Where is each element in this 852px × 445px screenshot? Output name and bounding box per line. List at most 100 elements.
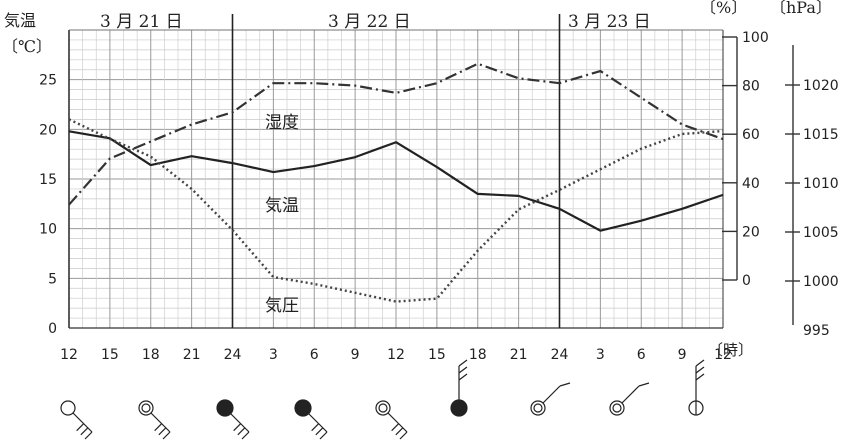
temp-tick-label: 5: [48, 271, 57, 287]
hour-tick-label: 9: [678, 347, 687, 363]
weather-symbol-cloudy: [375, 400, 408, 440]
plot-frame: [68, 14, 724, 329]
weather-symbols: [60, 359, 705, 440]
hour-tick-label: 6: [310, 347, 319, 363]
chart-grid: [68, 29, 724, 329]
date-label-21: 3 月 21 日: [100, 12, 183, 32]
wind-barb: [158, 427, 167, 436]
wind-barb: [241, 431, 250, 440]
wind-barb: [695, 373, 705, 381]
wind-barb: [695, 366, 705, 374]
hour-tick-label: 24: [551, 347, 569, 363]
wind-barb: [458, 366, 468, 374]
weather-inner-circle: [533, 403, 543, 413]
hour-tick-label: 12: [60, 347, 78, 363]
hour-tick-label: 3: [269, 347, 278, 363]
weather-circle: [60, 400, 76, 416]
humidity-tick-label: 0: [742, 273, 751, 289]
wind-barb: [695, 359, 705, 367]
wind-barb: [315, 427, 324, 436]
series-line-temp: [68, 130, 724, 232]
weather-circle: [450, 399, 468, 417]
temp-tick-label: 0: [48, 321, 57, 337]
series-label-pressure: 気圧: [265, 296, 299, 316]
wind-barb: [84, 431, 93, 440]
hour-tick-label: 24: [224, 347, 242, 363]
wind-barb: [458, 359, 468, 367]
wind-barb: [395, 427, 404, 436]
wind-shaft: [621, 385, 640, 404]
series-lines: [68, 62, 724, 303]
date-label-22: 3 月 22 日: [328, 12, 411, 32]
wind-barb: [154, 423, 163, 432]
wind-barb: [311, 423, 320, 432]
wind-barb: [76, 423, 85, 432]
humidity-tick-label: 20: [742, 224, 760, 240]
hour-unit: 〔時〕: [708, 341, 754, 359]
series-line-pressure: [68, 118, 724, 303]
wind-barb: [80, 427, 89, 436]
wind-barb: [559, 382, 571, 387]
hour-tick-label: 21: [183, 347, 201, 363]
wind-barb: [458, 373, 468, 381]
humidity-axis-unit: 〔%〕: [700, 0, 748, 17]
wind-barb: [391, 423, 400, 432]
pressure-tick-label: 1000: [803, 274, 839, 290]
temp-tick-label: 20: [39, 122, 57, 138]
weather-circle: [294, 399, 312, 417]
temp-axis-unit: 〔℃〕: [2, 37, 52, 56]
humidity-tick-label: 100: [742, 30, 769, 46]
wind-shaft: [387, 412, 408, 433]
temp-tick-label: 25: [39, 73, 57, 89]
weather-symbol-cloudy: [138, 400, 171, 440]
weather-symbol-clear: [60, 400, 93, 440]
weather-symbol-cloudy: [609, 382, 650, 416]
hour-tick-label: 9: [351, 347, 360, 363]
weather-inner-circle: [141, 403, 151, 413]
hour-tick-label: 12: [387, 347, 405, 363]
date-label-23: 3 月 23 日: [568, 12, 651, 32]
temp-axis-title: 気温: [4, 11, 37, 30]
hour-tick-label: 18: [469, 347, 487, 363]
hour-tick-label: 6: [637, 347, 646, 363]
series-line-humidity: [68, 62, 724, 206]
hour-tick-label: 15: [101, 347, 119, 363]
weather-symbol-rain: [450, 359, 468, 417]
hour-tick-label: 21: [510, 347, 528, 363]
weather-symbol-rain: [294, 399, 328, 440]
wind-barb: [162, 431, 171, 440]
weather-symbol-fine: [688, 359, 705, 416]
hour-tick-label: 18: [142, 347, 160, 363]
weather-circle: [138, 400, 154, 416]
wind-shaft: [229, 412, 250, 433]
wind-barb: [233, 423, 242, 432]
temp-tick-label: 15: [39, 172, 57, 188]
humidity-tick-label: 40: [742, 176, 760, 192]
temp-tick-label: 10: [39, 222, 57, 238]
wind-shaft: [542, 385, 561, 404]
weather-circle: [530, 400, 546, 416]
pressure-axis-unit: 〔hPa〕: [770, 0, 832, 17]
hour-tick-label: 12: [714, 347, 732, 363]
wind-shaft: [72, 412, 93, 433]
wind-shaft: [150, 412, 171, 433]
pressure-tick-label: 1005: [803, 225, 839, 241]
pressure-tick-label: 1015: [803, 127, 839, 143]
weather-inner-circle: [378, 403, 388, 413]
weather-circle: [609, 400, 625, 416]
pressure-tick-label: 995: [803, 323, 830, 339]
pressure-tick-label: 1010: [803, 176, 839, 192]
weather-symbol-cloudy: [530, 382, 571, 416]
humidity-tick-label: 80: [742, 79, 760, 95]
wind-shaft: [307, 412, 328, 433]
series-label-temperature: 気温: [265, 196, 299, 216]
hour-tick-label: 15: [428, 347, 446, 363]
weather-inner-circle: [612, 403, 622, 413]
series-label-humidity: 湿度: [265, 113, 299, 133]
pressure-tick-label: 1020: [803, 78, 839, 94]
wind-barb: [319, 431, 328, 440]
wind-barb: [399, 431, 408, 440]
humidity-tick-label: 60: [742, 127, 760, 143]
wind-barb: [237, 427, 246, 436]
